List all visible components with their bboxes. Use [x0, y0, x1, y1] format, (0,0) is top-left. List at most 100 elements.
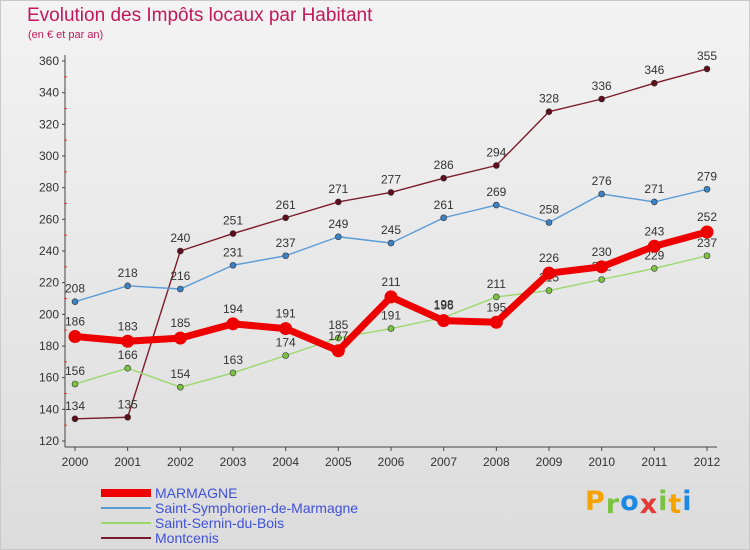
data-point-montcenis [545, 108, 553, 115]
data-point-saint-symphorien-de-marmagne [387, 239, 395, 247]
logo-letter: r [605, 489, 621, 520]
data-label-montcenis: 346 [644, 63, 664, 77]
data-label-saint-symphorien-de-marmagne: 261 [434, 198, 454, 212]
y-tick-label: 340 [39, 86, 59, 100]
data-label-saint-symphorien-de-marmagne: 231 [223, 245, 243, 259]
data-label-saint-symphorien-de-marmagne: 237 [276, 236, 296, 250]
data-label-saint-sernin-du-bois: 198 [434, 298, 454, 312]
data-point-marmagne [384, 290, 398, 304]
data-point-montcenis [440, 174, 447, 182]
data-point-montcenis [598, 95, 605, 103]
legend-item-montcenis: Montcenis [101, 529, 358, 546]
data-label-montcenis: 336 [592, 79, 612, 93]
y-tick-label: 200 [39, 307, 59, 321]
data-point-saint-sernin-du-bois [598, 276, 605, 283]
data-point-saint-symphorien-de-marmagne [229, 261, 237, 269]
x-tick-label: 2002 [167, 455, 194, 469]
x-tick-label: 2012 [694, 455, 721, 469]
data-label-montcenis: 294 [486, 146, 506, 160]
y-tick-label: 180 [39, 339, 59, 353]
data-label-montcenis: 328 [539, 92, 559, 106]
data-label-saint-symphorien-de-marmagne: 245 [381, 223, 401, 237]
data-point-saint-symphorien-de-marmagne [440, 214, 447, 222]
legend-label-marmagne: MARMAGNE [155, 484, 238, 501]
data-point-saint-sernin-du-bois [335, 334, 342, 342]
x-tick-label: 2004 [272, 455, 299, 469]
data-label-marmagne: 185 [170, 316, 190, 330]
data-point-saint-symphorien-de-marmagne [493, 201, 500, 209]
data-label-marmagne: 195 [486, 300, 506, 314]
data-label-montcenis: 240 [170, 231, 190, 245]
logo-letter: P [585, 486, 606, 517]
data-label-saint-symphorien-de-marmagne: 269 [486, 185, 506, 199]
data-point-montcenis [703, 65, 711, 73]
y-tick-label: 160 [39, 371, 59, 385]
data-label-marmagne: 177 [328, 329, 348, 343]
data-point-marmagne [437, 314, 451, 328]
data-label-saint-sernin-du-bois: 185 [328, 318, 348, 332]
data-label-saint-symphorien-de-marmagne: 258 [539, 203, 559, 217]
data-point-montcenis [177, 247, 184, 255]
data-point-saint-symphorien-de-marmagne [124, 282, 131, 290]
y-tick-label: 140 [39, 402, 59, 416]
legend-item-saint-sernin-du-bois: Saint-Sernin-du-Bois [101, 514, 358, 531]
data-point-saint-sernin-du-bois [229, 369, 237, 377]
data-point-montcenis [335, 198, 342, 206]
data-label-saint-symphorien-de-marmagne: 271 [644, 182, 664, 196]
data-label-montcenis: 135 [118, 397, 138, 411]
data-label-saint-symphorien-de-marmagne: 218 [118, 266, 138, 280]
data-label-montcenis: 261 [276, 198, 296, 212]
chart-subtitle: (en € et par an) [28, 29, 104, 41]
legend-swatch-saint-symphorien-de-marmagne [101, 506, 151, 509]
x-tick-label: 2006 [378, 455, 405, 469]
data-point-saint-symphorien-de-marmagne [177, 285, 184, 293]
data-label-montcenis: 286 [434, 158, 454, 172]
data-label-montcenis: 355 [697, 49, 717, 63]
logo-letter: x [639, 489, 659, 520]
data-point-saint-sernin-du-bois [124, 364, 131, 372]
x-tick-label: 2011 [641, 455, 667, 469]
y-tick-label: 280 [39, 181, 59, 195]
y-tick-label: 320 [39, 117, 59, 131]
legend-label-montcenis: Montcenis [155, 529, 219, 546]
x-tick-label: 2008 [483, 455, 510, 469]
data-label-marmagne: 191 [276, 307, 296, 321]
data-point-saint-symphorien-de-marmagne [71, 298, 79, 305]
logo-letter: t [668, 489, 683, 520]
data-point-saint-sernin-du-bois [387, 325, 395, 332]
data-point-saint-sernin-du-bois [493, 293, 500, 301]
data-label-saint-sernin-du-bois: 191 [381, 309, 401, 323]
y-tick-label: 240 [39, 244, 59, 258]
data-point-saint-sernin-du-bois [651, 265, 658, 272]
legend-label-saint-symphorien-de-marmagne: Saint-Symphorien-de-Marmagne [155, 499, 359, 516]
data-point-saint-symphorien-de-marmagne [651, 198, 658, 206]
data-point-saint-symphorien-de-marmagne [545, 219, 553, 226]
data-label-marmagne: 194 [223, 302, 243, 316]
x-tick-label: 2001 [114, 455, 141, 469]
data-point-saint-symphorien-de-marmagne [282, 252, 289, 260]
data-point-marmagne [647, 239, 661, 253]
legend: MARMAGNE Saint-Symphorien-de-Marmagne Sain… [101, 484, 359, 546]
data-label-saint-symphorien-de-marmagne: 276 [592, 174, 612, 188]
data-point-saint-sernin-du-bois [71, 380, 79, 388]
data-point-marmagne [700, 225, 714, 239]
data-point-montcenis [124, 413, 131, 421]
legend-label-saint-sernin-du-bois: Saint-Sernin-du-Bois [155, 514, 285, 531]
data-point-marmagne [121, 334, 135, 348]
data-label-marmagne: 252 [697, 210, 717, 224]
data-label-montcenis: 134 [65, 399, 85, 413]
legend-swatch-saint-sernin-du-bois [101, 521, 151, 524]
data-label-montcenis: 271 [328, 182, 348, 196]
data-point-saint-symphorien-de-marmagne [598, 190, 605, 198]
data-label-saint-sernin-du-bois: 163 [223, 353, 243, 367]
logo-letter: i [682, 486, 693, 517]
data-point-montcenis [387, 189, 395, 196]
data-point-marmagne [489, 315, 503, 329]
y-tick-label: 120 [39, 434, 59, 448]
data-point-saint-symphorien-de-marmagne [703, 185, 711, 193]
data-label-saint-sernin-du-bois: 156 [65, 364, 85, 378]
y-tick-label: 260 [39, 212, 59, 226]
logo-letter: i [658, 486, 669, 517]
data-point-saint-sernin-du-bois [545, 287, 553, 294]
